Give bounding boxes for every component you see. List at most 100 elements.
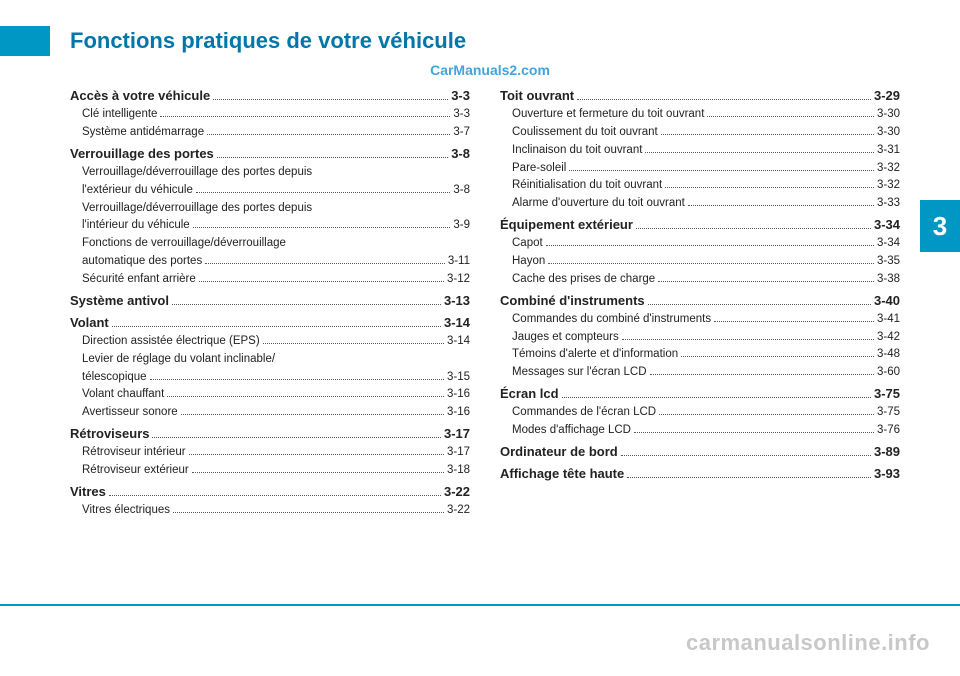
toc-sub-item: Commandes du combiné d'instruments 3-41 <box>500 311 900 329</box>
toc-sub-item: Rétroviseur extérieur3-18 <box>70 462 470 480</box>
toc-leader-dots <box>546 245 874 246</box>
toc-sub-item: Clé intelligente3-3 <box>70 106 470 124</box>
toc-columns: Accès à votre véhicule3-3Clé intelligent… <box>70 84 910 520</box>
toc-label: Cache des prises de charge <box>512 271 655 289</box>
toc-label: Alarme d'ouverture du toit ouvrant <box>512 195 685 213</box>
toc-leader-dots <box>659 414 874 415</box>
toc-leader-dots <box>192 472 444 473</box>
toc-label: Levier de réglage du volant inclinable/ <box>82 351 275 369</box>
toc-page-number: 3-11 <box>448 253 470 271</box>
toc-sub-item: Modes d'affichage LCD3-76 <box>500 422 900 440</box>
toc-leader-dots <box>707 116 874 117</box>
chapter-tab: 3 <box>920 200 960 252</box>
toc-leader-dots <box>199 281 444 282</box>
toc-page-number: 3-32 <box>877 160 900 178</box>
toc-leader-dots <box>172 304 441 305</box>
toc-leader-dots <box>196 192 451 193</box>
toc-leader-dots <box>109 495 441 496</box>
toc-leader-dots <box>189 454 444 455</box>
toc-label: Rétroviseurs <box>70 424 149 444</box>
toc-leader-dots <box>205 263 445 264</box>
toc-leader-dots <box>217 157 448 158</box>
toc-label: Équipement extérieur <box>500 215 633 235</box>
toc-page-number: 3-75 <box>877 404 900 422</box>
toc-leader-dots <box>167 396 444 397</box>
toc-section: Rétroviseurs3-17 <box>70 424 470 444</box>
toc-leader-dots <box>627 477 871 478</box>
toc-page-number: 3-7 <box>453 124 470 142</box>
toc-page-number: 3-40 <box>874 291 900 311</box>
toc-leader-dots <box>645 152 874 153</box>
toc-label: l'intérieur du véhicule <box>82 217 190 235</box>
toc-page-number: 3-12 <box>447 271 470 289</box>
toc-label: Coulissement du toit ouvrant <box>512 124 658 142</box>
toc-page-number: 3-18 <box>447 462 470 480</box>
toc-label: Volant <box>70 313 109 333</box>
toc-leader-dots <box>263 343 444 344</box>
toc-section: Verrouillage des portes3-8 <box>70 144 470 164</box>
toc-column-left: Accès à votre véhicule3-3Clé intelligent… <box>70 84 470 520</box>
toc-label: Affichage tête haute <box>500 464 624 484</box>
toc-page-number: 3-38 <box>877 271 900 289</box>
toc-page-number: 3-31 <box>877 142 900 160</box>
toc-label: Volant chauffant <box>82 386 164 404</box>
header-accent-bar <box>0 26 50 56</box>
toc-label: Vitres électriques <box>82 502 170 520</box>
toc-sub-item: Verrouillage/déverrouillage des portes d… <box>70 164 470 182</box>
toc-page-number: 3-15 <box>447 369 470 387</box>
toc-page-number: 3-33 <box>877 195 900 213</box>
toc-label: Témoins d'alerte et d'information <box>512 346 678 364</box>
toc-page-number: 3-13 <box>444 291 470 311</box>
toc-label: Combiné d'instruments <box>500 291 645 311</box>
toc-leader-dots <box>152 437 440 438</box>
toc-label: automatique des portes <box>82 253 202 271</box>
toc-leader-dots <box>577 99 871 100</box>
toc-page-number: 3-48 <box>877 346 900 364</box>
toc-sub-item: Levier de réglage du volant inclinable/ <box>70 351 470 369</box>
toc-sub-item: Avertisseur sonore3-16 <box>70 404 470 422</box>
toc-page-number: 3-30 <box>877 106 900 124</box>
toc-label: Système antivol <box>70 291 169 311</box>
toc-sub-item: automatique des portes 3-11 <box>70 253 470 271</box>
toc-label: Réinitialisation du toit ouvrant <box>512 177 662 195</box>
toc-leader-dots <box>634 432 874 433</box>
toc-label: Ordinateur de bord <box>500 442 618 462</box>
toc-section: Combiné d'instruments 3-40 <box>500 291 900 311</box>
toc-page-number: 3-75 <box>874 384 900 404</box>
toc-leader-dots <box>112 326 441 327</box>
toc-leader-dots <box>160 116 450 117</box>
toc-page-number: 3-41 <box>877 311 900 329</box>
toc-page-number: 3-32 <box>877 177 900 195</box>
toc-sub-item: Capot3-34 <box>500 235 900 253</box>
toc-label: Avertisseur sonore <box>82 404 178 422</box>
toc-leader-dots <box>150 379 444 380</box>
toc-sub-item: télescopique 3-15 <box>70 369 470 387</box>
toc-page-number: 3-22 <box>444 482 470 502</box>
toc-leader-dots <box>681 356 874 357</box>
toc-label: Commandes de l'écran LCD <box>512 404 656 422</box>
toc-leader-dots <box>658 281 874 282</box>
toc-sub-item: Pare-soleil3-32 <box>500 160 900 178</box>
toc-label: Jauges et compteurs <box>512 329 619 347</box>
toc-leader-dots <box>181 414 444 415</box>
toc-leader-dots <box>173 512 444 513</box>
toc-leader-dots <box>688 205 874 206</box>
toc-label: Commandes du combiné d'instruments <box>512 311 711 329</box>
toc-sub-item: Fonctions de verrouillage/déverrouillage <box>70 235 470 253</box>
toc-page-number: 3-17 <box>447 444 470 462</box>
toc-label: Verrouillage/déverrouillage des portes d… <box>82 200 312 218</box>
footer-divider <box>0 604 960 606</box>
toc-page-number: 3-3 <box>451 86 470 106</box>
toc-sub-item: Alarme d'ouverture du toit ouvrant 3-33 <box>500 195 900 213</box>
toc-leader-dots <box>207 134 450 135</box>
toc-leader-dots <box>213 99 448 100</box>
toc-label: télescopique <box>82 369 147 387</box>
toc-section: Volant3-14 <box>70 313 470 333</box>
toc-leader-dots <box>621 455 871 456</box>
toc-label: Inclinaison du toit ouvrant <box>512 142 642 160</box>
toc-label: Vitres <box>70 482 106 502</box>
toc-label: l'extérieur du véhicule <box>82 182 193 200</box>
toc-label: Sécurité enfant arrière <box>82 271 196 289</box>
toc-page-number: 3-30 <box>877 124 900 142</box>
toc-leader-dots <box>714 321 874 322</box>
